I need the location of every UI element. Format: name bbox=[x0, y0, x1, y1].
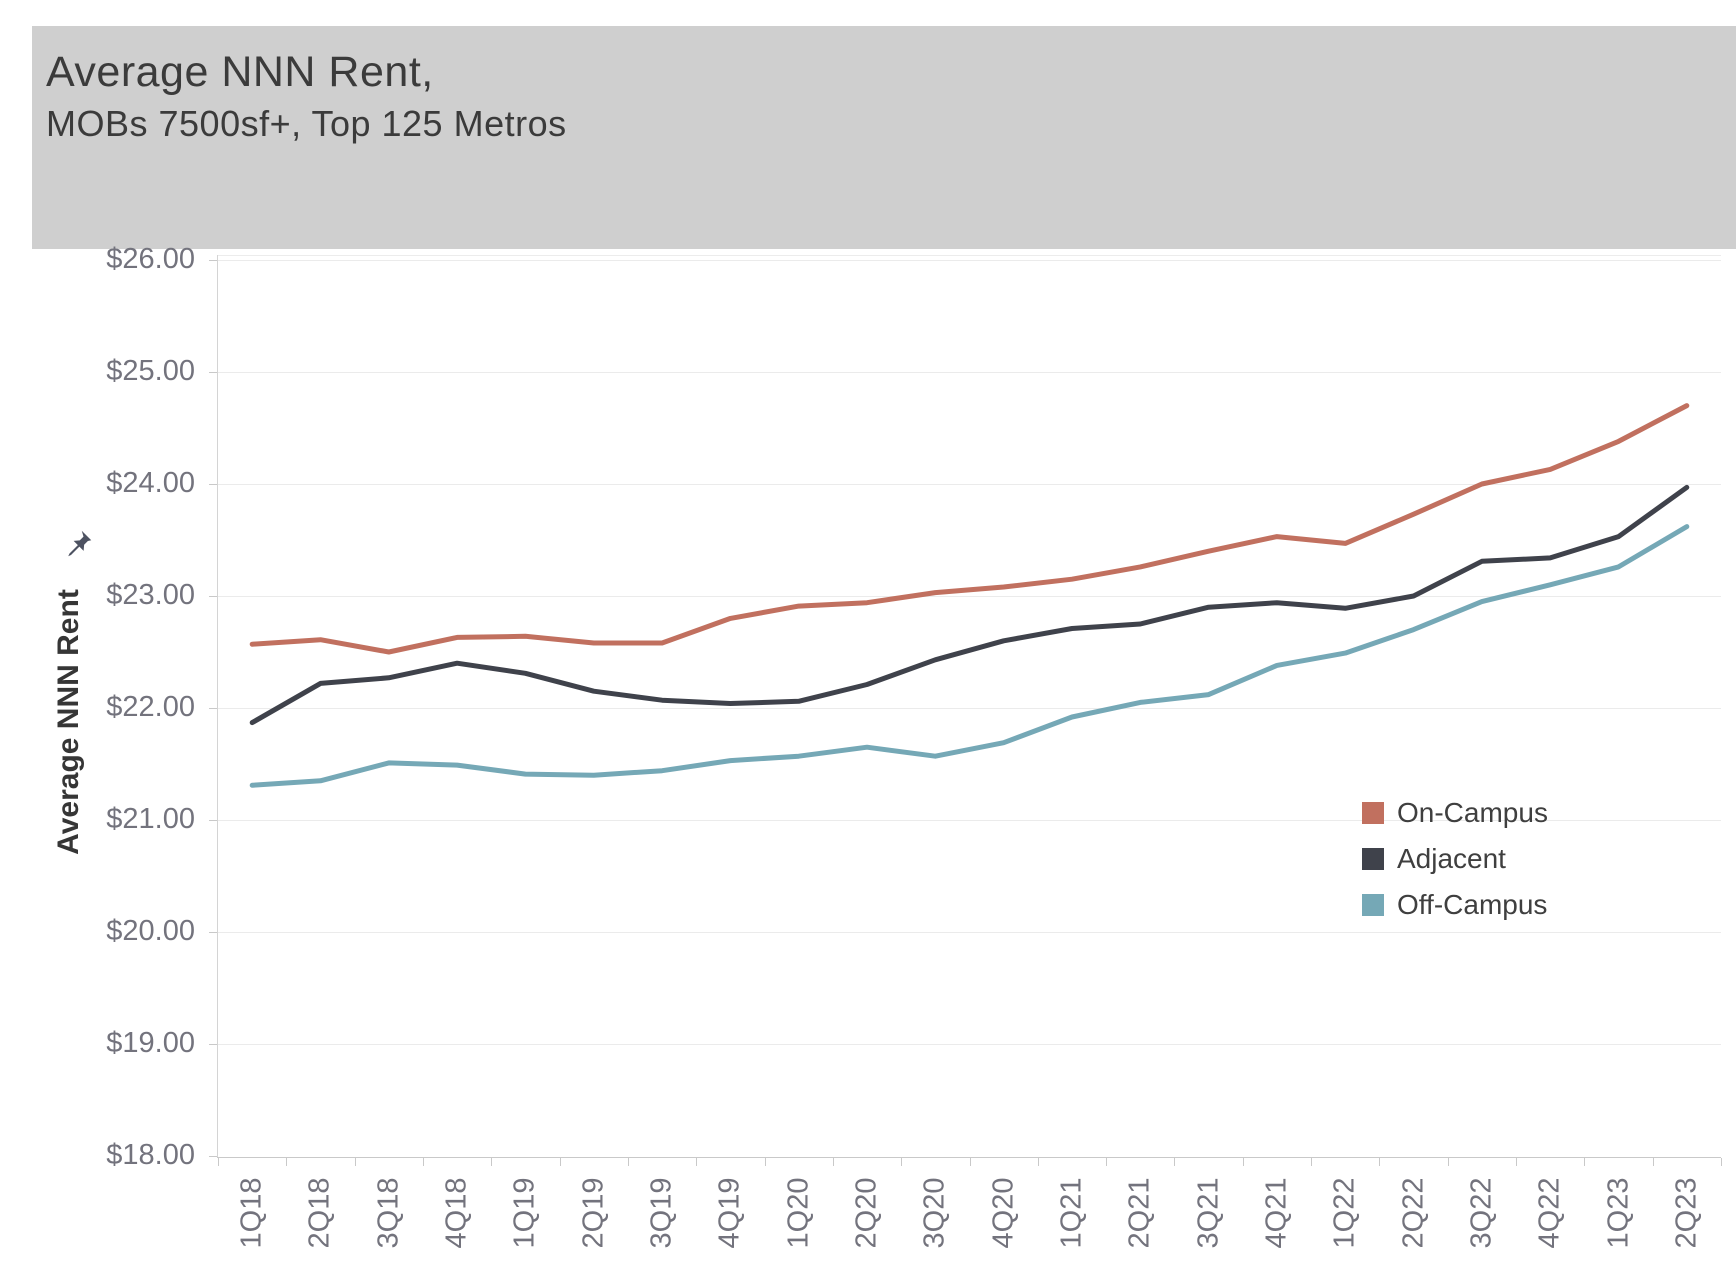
legend-label: On-Campus bbox=[1397, 797, 1548, 828]
series-line-on-campus[interactable] bbox=[249, 403, 1690, 655]
x-tick bbox=[1516, 1158, 1518, 1166]
series-line-adjacent[interactable] bbox=[249, 484, 1690, 726]
y-axis-line bbox=[217, 255, 218, 1158]
x-tick bbox=[1584, 1158, 1586, 1166]
chart-subtitle: MOBs 7500sf+, Top 125 Metros bbox=[46, 103, 567, 144]
y-tick-22 bbox=[209, 708, 217, 709]
x-tick bbox=[901, 1158, 903, 1166]
gridline-25 bbox=[218, 372, 1721, 373]
y-tick-24 bbox=[209, 484, 217, 485]
y-tick-label: $26.00 bbox=[106, 242, 195, 275]
y-tick-18 bbox=[209, 1156, 217, 1157]
x-tick bbox=[627, 1158, 629, 1166]
x-tick bbox=[696, 1158, 698, 1166]
x-tick bbox=[354, 1158, 356, 1166]
x-tick bbox=[969, 1158, 971, 1166]
on-campus-swatch bbox=[1362, 802, 1384, 824]
legend-item-adjacent[interactable]: Adjacent bbox=[1362, 836, 1548, 882]
y-tick-label: $24.00 bbox=[106, 466, 195, 499]
y-tick-label: $22.00 bbox=[106, 690, 195, 723]
y-tick-label: $19.00 bbox=[106, 1026, 195, 1059]
legend-label: Adjacent bbox=[1397, 843, 1506, 874]
gridline-19 bbox=[218, 1044, 1721, 1045]
y-tick-label: $20.00 bbox=[106, 914, 195, 947]
legend-item-on-campus[interactable]: On-Campus bbox=[1362, 790, 1548, 836]
series-line-off-campus[interactable] bbox=[249, 524, 1690, 788]
x-tick bbox=[1174, 1158, 1176, 1166]
x-tick bbox=[1379, 1158, 1381, 1166]
gridline-21 bbox=[218, 820, 1721, 821]
x-tick bbox=[422, 1158, 424, 1166]
y-axis-title: Average NNN Rent bbox=[52, 589, 85, 855]
x-tick bbox=[1721, 1158, 1722, 1166]
x-tick bbox=[1311, 1158, 1313, 1166]
legend: On-Campus Adjacent Off-Campus bbox=[1362, 790, 1548, 928]
y-tick-26 bbox=[209, 260, 217, 261]
gridline-26 bbox=[218, 260, 1721, 261]
y-tick-label: $23.00 bbox=[106, 578, 195, 611]
plot-top-border bbox=[218, 255, 1721, 256]
adjacent-swatch bbox=[1362, 848, 1384, 870]
gridline-22 bbox=[218, 708, 1721, 709]
x-tick bbox=[1242, 1158, 1244, 1166]
y-tick-25 bbox=[209, 372, 217, 373]
chart-title: Average NNN Rent, bbox=[46, 48, 434, 96]
gridline-24 bbox=[218, 484, 1721, 485]
pin-icon[interactable] bbox=[64, 528, 94, 558]
x-tick bbox=[491, 1158, 493, 1166]
x-tick bbox=[1037, 1158, 1039, 1166]
y-tick-label: $21.00 bbox=[106, 802, 195, 835]
x-tick bbox=[559, 1158, 561, 1166]
x-tick bbox=[764, 1158, 766, 1166]
x-tick bbox=[1447, 1158, 1449, 1166]
y-tick-23 bbox=[209, 596, 217, 597]
x-tick bbox=[218, 1158, 219, 1166]
x-tick bbox=[286, 1158, 288, 1166]
title-banner: Average NNN Rent, MOBs 7500sf+, Top 125 … bbox=[32, 26, 1736, 249]
gridline-23 bbox=[218, 596, 1721, 597]
y-tick-label: $25.00 bbox=[106, 354, 195, 387]
y-tick-19 bbox=[209, 1044, 217, 1045]
x-axis-line bbox=[217, 1157, 1721, 1158]
x-tick bbox=[832, 1158, 834, 1166]
gridline-20 bbox=[218, 932, 1721, 933]
legend-item-off-campus[interactable]: Off-Campus bbox=[1362, 882, 1548, 928]
off-campus-swatch bbox=[1362, 894, 1384, 916]
y-tick-label: $18.00 bbox=[106, 1138, 195, 1171]
x-tick bbox=[1106, 1158, 1108, 1166]
legend-label: Off-Campus bbox=[1397, 889, 1548, 920]
x-tick bbox=[1652, 1158, 1654, 1166]
y-tick-20 bbox=[209, 932, 217, 933]
y-tick-21 bbox=[209, 820, 217, 821]
